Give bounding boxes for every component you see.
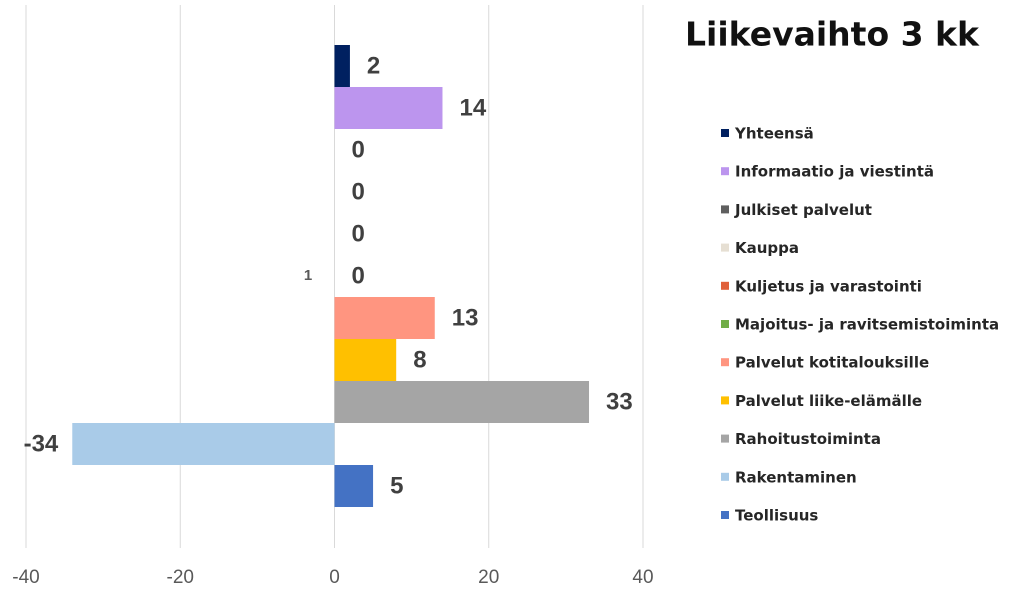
legend-swatch (721, 281, 729, 290)
bar (334, 45, 350, 87)
legend-label: Majoitus- ja ravitsemistoiminta (735, 316, 999, 334)
data-label: 0 (352, 136, 365, 163)
data-label: 14 (459, 94, 486, 121)
legend-swatch (721, 396, 729, 405)
legend-label: Informaatio ja viestintä (735, 163, 934, 181)
legend-swatch (721, 472, 729, 481)
data-label: 13 (452, 304, 479, 331)
legend-label: Rakentaminen (735, 468, 857, 486)
legend-swatch (721, 358, 729, 367)
data-label: 8 (413, 346, 426, 373)
legend-label: Rahoitustoiminta (735, 430, 881, 448)
x-tick-label: -40 (12, 567, 39, 588)
bar (72, 423, 335, 465)
legend-label: Palvelut liike-elämälle (735, 392, 922, 410)
bar (334, 381, 590, 423)
x-tick-label: 40 (632, 567, 653, 588)
data-label: 0 (352, 220, 365, 247)
legend-swatch (721, 511, 729, 519)
bar (334, 339, 397, 381)
bar (334, 465, 374, 507)
data-label: 5 (390, 472, 403, 499)
data-label: 2 (367, 52, 380, 79)
legend-label: Kuljetus ja varastointi (735, 277, 922, 295)
x-tick-label: 20 (478, 567, 499, 588)
legend-swatch (721, 434, 729, 443)
chart-title: Liikevaihto 3 kk (685, 15, 980, 54)
data-label: 0 (352, 262, 365, 289)
legend-label: Kauppa (735, 239, 799, 257)
x-tick-label: 0 (329, 567, 340, 588)
bar (334, 87, 443, 129)
legend-swatch (721, 129, 729, 137)
data-label: -34 (24, 430, 59, 457)
legend-label: Julkiset palvelut (734, 201, 872, 219)
data-label: 33 (606, 388, 633, 415)
legend-label: Teollisuus (735, 507, 818, 525)
legend-label: Yhteensä (734, 125, 814, 143)
x-tick-label: -20 (167, 567, 194, 588)
annotation: 1 (304, 267, 312, 284)
legend-swatch (721, 320, 729, 328)
bar (334, 297, 435, 339)
legend-swatch (721, 167, 729, 176)
legend-swatch (721, 243, 729, 252)
data-label: 0 (352, 178, 365, 205)
legend-label: Palvelut kotitalouksille (735, 354, 929, 372)
legend-swatch (721, 205, 729, 214)
